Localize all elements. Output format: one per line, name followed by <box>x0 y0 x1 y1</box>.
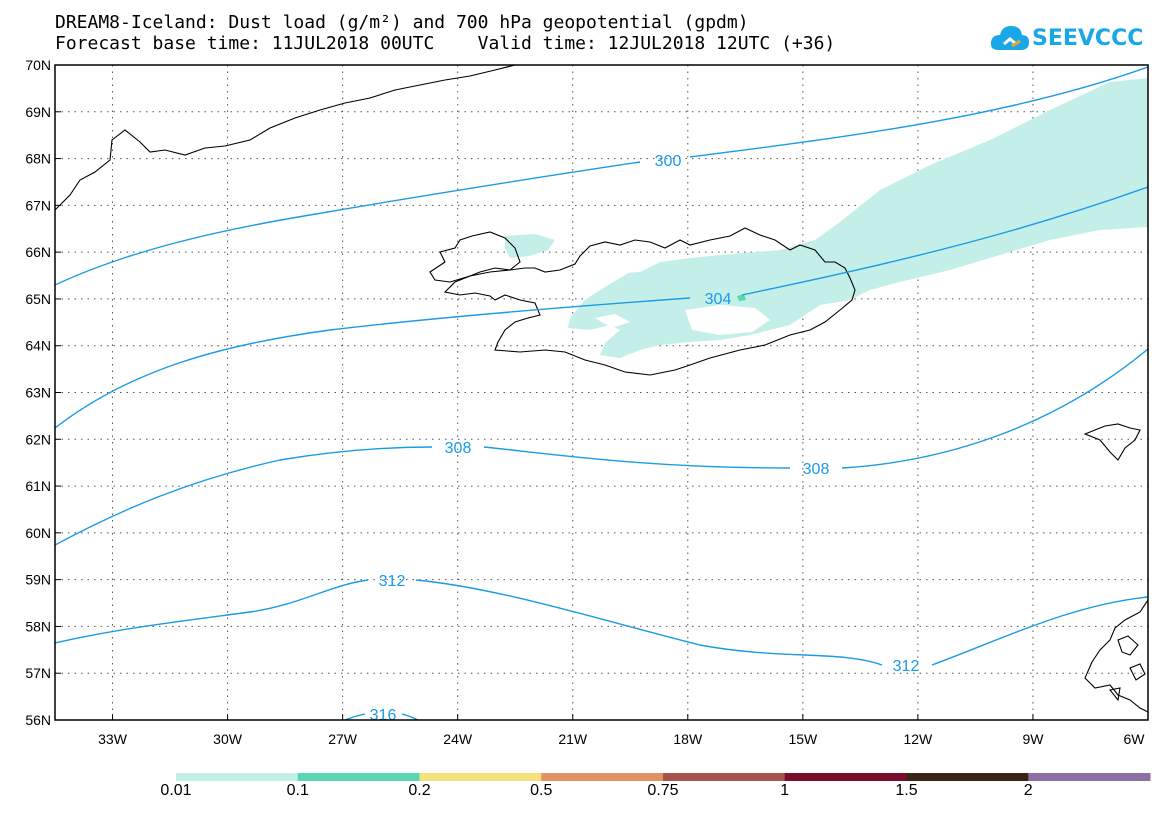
dust-load-area-inner-gap3 <box>595 314 630 328</box>
contour-label-304: 304 <box>705 291 732 308</box>
dust-load-area-inner-gap2 <box>602 258 660 274</box>
map-title-line2: Forecast base time: 11JUL2018 00UTC Vali… <box>55 33 836 54</box>
contour-312 <box>55 579 1148 666</box>
contour-label-308b: 308 <box>803 461 830 478</box>
colorbar-label: 1 <box>780 782 790 799</box>
lat-tick-label: 70N <box>25 57 51 73</box>
lon-tick-label: 6W <box>1124 731 1146 747</box>
colorbar-label: 0.01 <box>160 782 192 799</box>
lat-tick-label: 68N <box>25 151 51 167</box>
lon-tick-label: 9W <box>1022 731 1044 747</box>
lon-tick-label: 27W <box>328 731 358 747</box>
lat-tick-label: 60N <box>25 525 51 541</box>
iceland-westfjords <box>429 231 521 283</box>
dust-load-spot <box>737 294 746 301</box>
lat-tick-label: 64N <box>25 338 51 354</box>
lon-tick-label: 12W <box>903 731 933 747</box>
lat-tick-label: 63N <box>25 385 51 401</box>
lon-tick-label: 30W <box>213 731 243 747</box>
lat-tick-label: 69N <box>25 104 51 120</box>
axis-labels: 33W 30W 27W 24W 21W 18W 15W 12W 9W 6W 56N 57N 58N 59N… <box>25 57 1149 747</box>
lat-tick-label: 66N <box>25 244 51 260</box>
logo-text: SEEVCCC <box>1032 26 1144 51</box>
contour-label-300: 300 <box>655 153 682 170</box>
contour-label-316: 316 <box>370 707 397 724</box>
contour-300 <box>55 66 1148 286</box>
cloud-icon <box>990 26 1029 50</box>
colorbar-label: 0.1 <box>286 782 309 799</box>
colorbar-label: 0.2 <box>408 782 431 799</box>
lat-tick-label: 57N <box>25 665 51 681</box>
colorbar-label: 1.5 <box>895 782 918 799</box>
lat-tick-label: 59N <box>25 572 51 588</box>
contour-label-308a: 308 <box>445 440 472 457</box>
colorbar-label: 0.5 <box>530 782 553 799</box>
grid-lines <box>55 65 1149 720</box>
dust-load-area <box>568 78 1148 358</box>
geopotential-contours <box>55 66 1148 720</box>
iceland-coastline <box>443 227 856 376</box>
colorbar-label: 2 <box>1023 782 1033 799</box>
lat-tick-label: 58N <box>25 618 51 634</box>
contour-308 <box>55 348 1148 546</box>
lat-tick-label: 65N <box>25 291 51 307</box>
contour-304 <box>55 186 1148 429</box>
scotland-islands <box>1109 635 1146 702</box>
dust-load-area-inner-gap <box>685 305 770 335</box>
lon-tick-label: 18W <box>673 731 703 747</box>
map-title-line1: DREAM8-Iceland: Dust load (g/m²) and 700… <box>55 12 749 33</box>
colorbar-label: 0.75 <box>647 782 679 799</box>
dust-load-area-west <box>505 234 555 258</box>
contour-label-312b: 312 <box>893 658 920 675</box>
lon-tick-label: 15W <box>788 731 818 747</box>
scotland-coastline <box>1084 599 1148 713</box>
lat-tick-label: 62N <box>25 431 51 447</box>
lat-tick-label: 67N <box>25 197 51 213</box>
lon-tick-label: 21W <box>558 731 588 747</box>
greenland-coastline <box>55 65 516 211</box>
coastline <box>55 65 1148 713</box>
contour-labels: 300 304 308 308 312 312 316 <box>370 153 920 724</box>
seevccc-logo: SEEVCCC <box>990 20 1144 58</box>
lon-tick-label: 33W <box>98 731 128 747</box>
faroe-islands <box>1083 423 1141 461</box>
lat-tick-label: 61N <box>25 478 51 494</box>
lat-tick-label: 56N <box>25 712 51 728</box>
contour-label-312a: 312 <box>379 573 406 590</box>
lon-tick-label: 24W <box>443 731 473 747</box>
